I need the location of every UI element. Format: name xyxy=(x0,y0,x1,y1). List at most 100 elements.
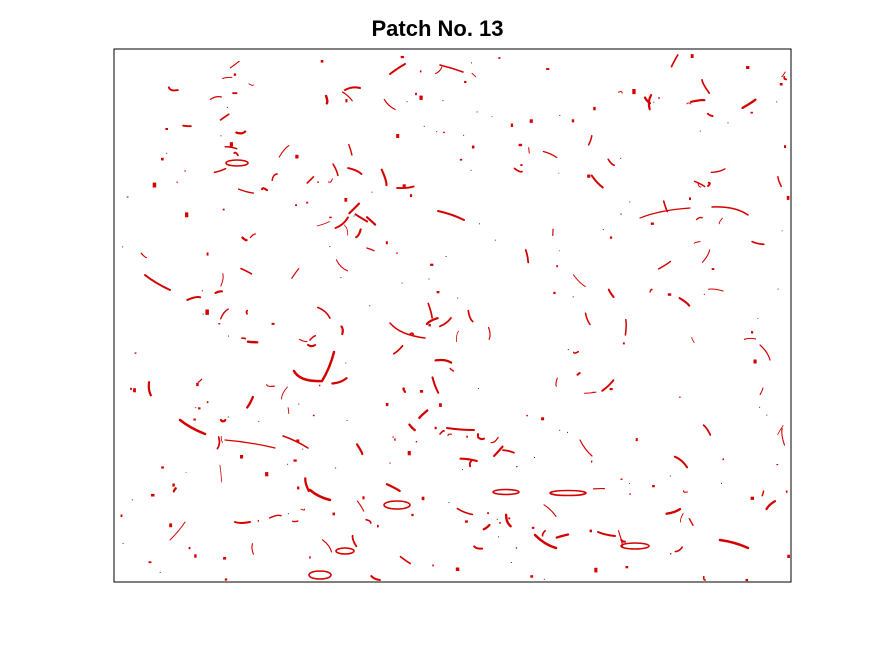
red-segment xyxy=(464,80,467,83)
red-segment xyxy=(482,523,491,531)
red-segment xyxy=(493,445,504,457)
red-segment xyxy=(428,278,430,280)
red-segment xyxy=(402,387,407,393)
red-segment xyxy=(541,529,546,537)
red-segment xyxy=(209,96,222,100)
red-segment xyxy=(409,194,413,198)
red-segment xyxy=(334,467,337,469)
red-segment xyxy=(567,349,569,350)
red-segment xyxy=(194,554,197,558)
red-segment xyxy=(781,427,786,446)
red-segment xyxy=(617,530,624,547)
red-segment xyxy=(701,79,711,95)
red-segment xyxy=(226,106,228,108)
red-segment xyxy=(161,466,164,469)
red-segment xyxy=(257,520,259,522)
red-segment xyxy=(635,438,638,442)
red-segment xyxy=(629,493,631,495)
red-segment xyxy=(240,267,253,275)
red-segment xyxy=(777,175,783,188)
red-segment xyxy=(411,513,414,517)
red-segment xyxy=(332,163,339,177)
red-segment xyxy=(466,435,468,438)
red-segment xyxy=(251,543,254,555)
red-segment xyxy=(214,290,224,294)
red-segment xyxy=(559,115,561,116)
red-segment xyxy=(722,458,724,461)
red-segment xyxy=(629,201,631,203)
red-segment xyxy=(343,224,349,236)
red-segment xyxy=(369,305,371,307)
red-segment xyxy=(316,221,330,227)
red-segment xyxy=(335,547,355,555)
red-segment xyxy=(625,566,629,569)
red-segment xyxy=(690,54,694,58)
red-segment xyxy=(531,526,535,529)
red-segment xyxy=(234,521,251,524)
red-segment xyxy=(346,419,348,421)
red-segment xyxy=(249,233,256,239)
red-segment xyxy=(534,457,535,458)
red-segment xyxy=(558,250,560,252)
red-segment xyxy=(165,128,168,130)
red-segment xyxy=(515,547,517,549)
red-segment xyxy=(280,386,288,400)
red-segment xyxy=(455,567,460,571)
red-segment xyxy=(587,174,591,178)
red-segment xyxy=(510,562,512,563)
red-segment xyxy=(620,157,622,159)
red-segment xyxy=(362,496,365,500)
red-segment xyxy=(524,249,530,264)
red-segment xyxy=(148,561,152,564)
red-segment xyxy=(498,57,501,59)
red-segment xyxy=(392,436,394,438)
red-segment xyxy=(205,309,209,315)
red-segment xyxy=(287,407,290,414)
red-segment xyxy=(647,94,653,111)
red-segment xyxy=(371,191,373,193)
red-segment xyxy=(662,200,669,213)
red-segment xyxy=(317,181,319,183)
red-segment xyxy=(353,215,355,217)
red-segment xyxy=(169,523,173,528)
red-segment xyxy=(693,241,701,244)
red-segment xyxy=(508,517,511,520)
red-segment xyxy=(706,112,714,118)
red-segment xyxy=(571,119,575,123)
red-segment xyxy=(133,388,136,393)
red-segment xyxy=(765,500,777,511)
red-segment xyxy=(471,145,475,149)
red-segment xyxy=(473,545,484,550)
red-segment xyxy=(219,113,230,121)
red-segment xyxy=(354,213,369,223)
red-segment xyxy=(229,142,233,147)
red-segment xyxy=(679,512,684,523)
red-segment xyxy=(152,182,157,188)
red-segment xyxy=(126,196,129,198)
red-segment xyxy=(786,195,790,200)
red-segment xyxy=(343,92,345,94)
red-segment xyxy=(302,448,304,450)
red-segment xyxy=(670,54,679,68)
red-segment xyxy=(518,143,523,147)
red-segment xyxy=(699,130,701,132)
red-segment xyxy=(370,575,381,582)
red-segment xyxy=(296,439,300,442)
red-segment xyxy=(708,288,724,292)
red-segment xyxy=(688,518,694,526)
red-segment xyxy=(447,433,452,437)
red-segment xyxy=(292,520,299,523)
red-segment xyxy=(607,158,615,166)
red-segment xyxy=(753,359,757,364)
red-segment xyxy=(278,145,290,158)
red-segment xyxy=(590,174,604,189)
red-segment xyxy=(591,460,593,463)
red-segment xyxy=(216,436,221,450)
red-segment xyxy=(670,553,672,555)
red-segment xyxy=(609,236,613,239)
red-segment xyxy=(436,291,440,294)
red-segment xyxy=(572,296,574,298)
red-segment xyxy=(198,407,201,410)
red-segment xyxy=(689,99,706,103)
red-segment xyxy=(584,391,597,394)
